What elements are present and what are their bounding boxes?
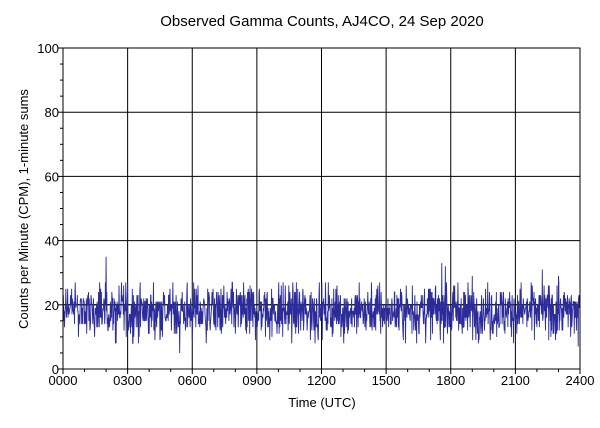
x-tick-label: 1800 xyxy=(436,373,465,388)
x-tick-label: 2400 xyxy=(566,373,595,388)
data-series xyxy=(62,256,581,353)
y-axis: 0 20 40 60 80 100 xyxy=(37,41,63,377)
x-tick-label: 0900 xyxy=(242,373,271,388)
chart-title: Observed Gamma Counts, AJ4CO, 24 Sep 202… xyxy=(160,13,484,30)
y-tick-label: 40 xyxy=(45,234,59,249)
series-line xyxy=(62,256,581,353)
y-tick-label: 0 xyxy=(52,362,59,377)
y-tick-label: 60 xyxy=(45,169,59,184)
x-tick-label: 0000 xyxy=(49,373,78,388)
x-tick-label: 2100 xyxy=(501,373,530,388)
x-axis-label: Time (UTC) xyxy=(288,395,355,410)
y-tick-label: 20 xyxy=(45,298,59,313)
y-tick-label: 80 xyxy=(45,105,59,120)
x-tick-label: 0300 xyxy=(113,373,142,388)
x-tick-label: 1200 xyxy=(307,373,336,388)
y-tick-label: 100 xyxy=(37,41,59,56)
grid xyxy=(63,48,580,369)
x-tick-label: 1500 xyxy=(372,373,401,388)
x-axis: 0000 0300 0600 0900 1200 1500 1800 2100 2400 xyxy=(49,369,595,388)
y-axis-label: Counts per Minute (CPM), 1-minute sums xyxy=(16,89,31,329)
x-tick-label: 0600 xyxy=(178,373,207,388)
